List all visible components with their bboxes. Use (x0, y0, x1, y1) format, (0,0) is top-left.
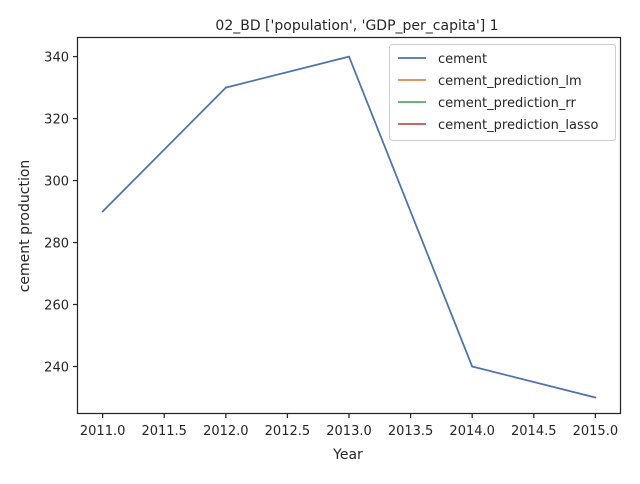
x-tick-label: 2014.0 (449, 424, 495, 439)
data-point (594, 396, 597, 399)
legend-label: cement (438, 52, 487, 67)
data-point (224, 86, 227, 89)
y-tick-label: 340 (44, 51, 69, 66)
x-axis-label: Year (332, 447, 363, 463)
y-tick-label: 260 (44, 299, 69, 314)
x-tick-label: 2013.5 (388, 424, 434, 439)
y-tick-label: 280 (44, 237, 69, 252)
y-tick-label: 300 (44, 175, 69, 190)
data-point (101, 210, 104, 213)
series-lines (101, 55, 597, 399)
x-tick-label: 2015.0 (573, 424, 619, 439)
legend-box (389, 44, 616, 141)
data-point (348, 55, 350, 58)
x-tick-label: 2014.5 (511, 424, 557, 439)
y-axis-label: cement production (17, 160, 33, 293)
x-tick-label: 2012.0 (203, 424, 249, 439)
x-tick-label: 2013.0 (326, 424, 372, 439)
y-tick-label: 320 (44, 113, 69, 128)
legend-label: cement_prediction_rr (438, 96, 576, 111)
data-point (471, 365, 474, 368)
y-tick-label: 240 (44, 361, 69, 376)
x-tick-label: 2012.5 (265, 424, 311, 439)
legend-label: cement_prediction_lasso (438, 118, 598, 133)
legend-label: cement_prediction_lm (438, 74, 582, 89)
x-tick-label: 2011.5 (141, 424, 187, 439)
legend: cement cement_prediction_lm cement_predict… (389, 44, 616, 141)
x-tick-label: 2011.0 (80, 424, 126, 439)
x-axis-ticks: 2011.0 2011.5 2012.0 2012.5 2013.0 2013.5 2014… (80, 413, 618, 439)
y-axis-ticks: 240 260 280 300 320 340 (44, 51, 78, 376)
chart-title: 02_BD ['population', 'GDP_per_capita'] 1 (215, 18, 498, 34)
